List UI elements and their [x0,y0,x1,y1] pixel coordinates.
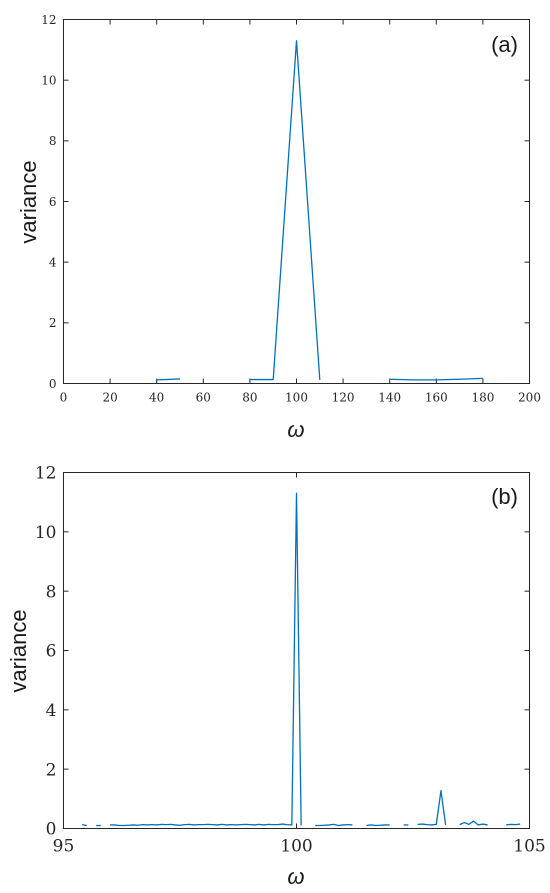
axes-box-a [63,19,530,384]
series-line-a-segment-0 [156,378,181,381]
y-tick-labels-b: 0 2 4 6 8 10 12 [35,464,57,840]
x-tick-label-a-2: 40 [149,391,164,405]
y-tick-label-a-3: 6 [49,195,57,209]
x-tick-label-a-4: 80 [242,391,257,405]
x-tick-labels-a: 0 20 40 60 80 100 120 140 160 180 200 [60,391,541,405]
panel-label-a: (a) [491,32,518,57]
series-a [156,40,483,381]
y-tick-label-b-4: 8 [46,582,57,602]
x-axis-label-b: ω [287,864,304,889]
x-tick-label-a-6: 120 [332,391,355,405]
chart-panel-b: 95 100 105 0 2 4 6 8 10 12 (b) ω variance [6,464,546,889]
y-tick-labels-a: 0 2 4 6 8 10 12 [41,13,57,391]
series-line-b-segment-3 [315,823,353,827]
series-line-a-segment-2 [389,377,483,381]
y-tick-label-a-5: 10 [41,73,56,87]
ticks-b [63,472,530,829]
y-tick-label-b-6: 12 [35,464,57,484]
series-line-a-segment-1 [249,40,321,381]
panel-label-b: (b) [491,484,518,509]
ticks-a [63,19,530,384]
x-tick-label-a-5: 100 [285,391,308,405]
y-tick-label-a-4: 8 [49,134,57,148]
series-line-b-segment-2 [110,492,302,827]
y-tick-label-a-6: 12 [41,13,56,27]
y-tick-label-b-5: 10 [35,523,57,543]
series-b [82,492,521,827]
x-tick-label-a-8: 160 [425,391,448,405]
series-line-b-segment-7 [459,820,488,826]
y-tick-label-b-2: 4 [46,701,57,721]
y-tick-label-b-3: 6 [46,642,57,662]
series-line-b-segment-8 [506,823,521,826]
x-tick-label-a-7: 140 [378,391,401,405]
y-axis-label-b: variance [6,609,31,692]
y-tick-label-a-1: 2 [49,316,57,330]
x-tick-label-a-1: 20 [102,391,117,405]
series-line-b-segment-0 [82,824,87,827]
x-tick-label-b-1: 100 [280,837,312,857]
x-tick-label-a-9: 180 [471,391,494,405]
x-tick-label-b-2: 105 [513,837,545,857]
series-line-b-segment-6 [417,789,447,826]
x-tick-label-b-0: 95 [53,837,75,857]
chart-panel-a: 0 20 40 60 80 100 120 140 160 180 200 0 2 4 6 8 10 12 (a… [16,13,541,442]
x-axis-label-a: ω [287,417,304,442]
y-tick-label-b-1: 2 [46,760,57,780]
x-tick-label-a-10: 200 [518,391,541,405]
y-tick-label-a-2: 4 [49,255,57,269]
x-tick-label-a-0: 0 [60,391,68,405]
series-line-b-segment-4 [366,824,390,827]
x-tick-labels-b: 95 100 105 [53,837,546,857]
y-tick-label-a-0: 0 [49,377,57,391]
y-tick-label-b-0: 0 [46,820,57,840]
y-axis-label-a: variance [16,160,41,243]
x-tick-label-a-3: 60 [196,391,211,405]
